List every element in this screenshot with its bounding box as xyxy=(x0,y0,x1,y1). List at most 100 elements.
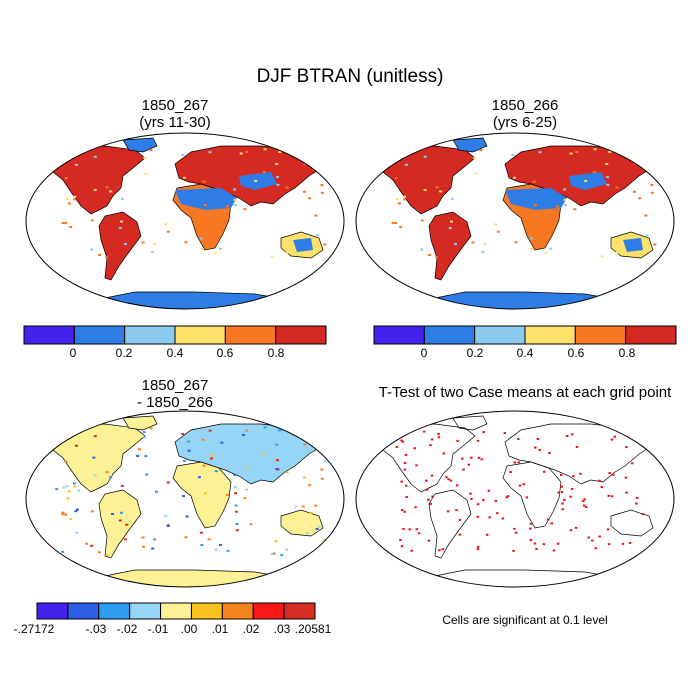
data-cell xyxy=(471,241,475,244)
data-cell xyxy=(125,523,129,526)
significant-cell xyxy=(591,539,594,542)
significant-cell xyxy=(494,500,498,503)
data-cell xyxy=(74,510,78,513)
data-cell xyxy=(530,247,534,250)
data-cell xyxy=(615,251,619,254)
data-cell xyxy=(483,243,487,246)
data-cell xyxy=(235,529,239,532)
map-border xyxy=(25,410,345,588)
data-cell xyxy=(65,485,69,488)
significant-cell xyxy=(635,496,639,499)
panel-title-bottom-right: T-Test of two Case means at each grid po… xyxy=(378,384,672,401)
colorbar-box xyxy=(67,602,100,620)
data-cell xyxy=(315,528,319,531)
significant-cell xyxy=(529,538,533,541)
data-cell xyxy=(184,536,188,539)
significant-cell xyxy=(455,484,459,487)
data-cell xyxy=(448,227,452,230)
significant-cell xyxy=(400,545,404,548)
significant-cell xyxy=(470,456,473,459)
panel-title-line2: (yrs 11-30) xyxy=(139,114,211,131)
data-cell xyxy=(243,497,247,500)
data-cell xyxy=(149,149,153,152)
significant-cell xyxy=(560,491,564,494)
significant-cell xyxy=(529,527,532,530)
colorbar-box xyxy=(98,602,131,620)
colorbar-box xyxy=(174,325,226,345)
colorbar-tick: .00 xyxy=(180,622,198,636)
data-cell xyxy=(320,191,324,194)
data-cell xyxy=(285,548,289,551)
significant-cell xyxy=(422,430,426,433)
data-cell xyxy=(151,547,155,550)
data-cell xyxy=(404,163,408,166)
colorbar-tick: -.02 xyxy=(116,622,138,636)
map-panel-top-right xyxy=(355,132,675,310)
data-cell xyxy=(90,219,94,222)
significant-cell xyxy=(400,509,404,512)
significant-cell xyxy=(501,517,505,520)
data-cell xyxy=(474,172,478,175)
data-cell xyxy=(303,190,307,193)
data-cell xyxy=(593,148,597,151)
significant-cell xyxy=(534,446,537,449)
data-cell xyxy=(207,538,211,541)
data-cell xyxy=(395,198,399,201)
significant-cell xyxy=(488,516,491,519)
data-cell xyxy=(141,241,145,244)
data-cell xyxy=(514,241,518,244)
significant-cell xyxy=(476,515,480,518)
data-cell xyxy=(272,552,276,555)
data-cell xyxy=(323,243,327,246)
colorbar-tick: 0 xyxy=(420,346,428,360)
map-panel-bottom-left xyxy=(25,410,345,588)
data-cell xyxy=(435,256,439,259)
significant-cell xyxy=(574,526,578,529)
significant-cell xyxy=(470,497,473,500)
panel-title-line2: (yrs 6-25) xyxy=(492,114,558,131)
data-cell xyxy=(653,243,657,246)
significant-cell xyxy=(431,495,434,498)
data-cell xyxy=(235,523,239,526)
data-cell xyxy=(166,525,170,528)
colorbar-tick: .20581 xyxy=(294,622,332,636)
data-cell xyxy=(285,186,289,189)
significant-cell xyxy=(522,483,526,486)
data-cell xyxy=(249,523,253,526)
significant-cell xyxy=(572,475,575,478)
significant-cell xyxy=(476,548,480,551)
data-cell xyxy=(605,176,609,179)
significance-note: Cells are significant at 0.1 level xyxy=(442,613,608,627)
australia-landmass xyxy=(610,509,654,537)
significant-cell xyxy=(517,461,520,464)
data-cell xyxy=(199,531,203,534)
data-cell xyxy=(214,251,218,254)
significant-cell xyxy=(404,484,408,487)
significant-cell xyxy=(496,512,499,515)
map-land xyxy=(26,133,344,309)
data-cell xyxy=(207,242,211,245)
panel-title-line1: 1850_266 xyxy=(491,97,559,114)
data-cell xyxy=(650,191,654,194)
data-cell xyxy=(141,545,145,548)
significant-cell xyxy=(462,468,465,471)
data-cell xyxy=(324,436,328,439)
data-cell xyxy=(137,448,141,451)
data-cell xyxy=(496,230,500,233)
data-cell xyxy=(164,514,168,517)
significant-cell xyxy=(405,496,408,499)
data-cell xyxy=(262,453,266,456)
data-cell xyxy=(67,490,71,493)
data-cell xyxy=(201,438,205,441)
data-cell xyxy=(245,429,249,432)
significant-cell xyxy=(550,522,554,525)
significant-cell xyxy=(641,513,645,516)
data-cell xyxy=(141,536,145,539)
data-cell xyxy=(200,247,204,250)
significant-cell xyxy=(395,446,399,449)
data-cell xyxy=(494,223,498,226)
map-border xyxy=(25,132,345,310)
data-cell xyxy=(219,247,223,250)
significant-cell xyxy=(517,438,520,441)
data-cell xyxy=(166,230,170,233)
